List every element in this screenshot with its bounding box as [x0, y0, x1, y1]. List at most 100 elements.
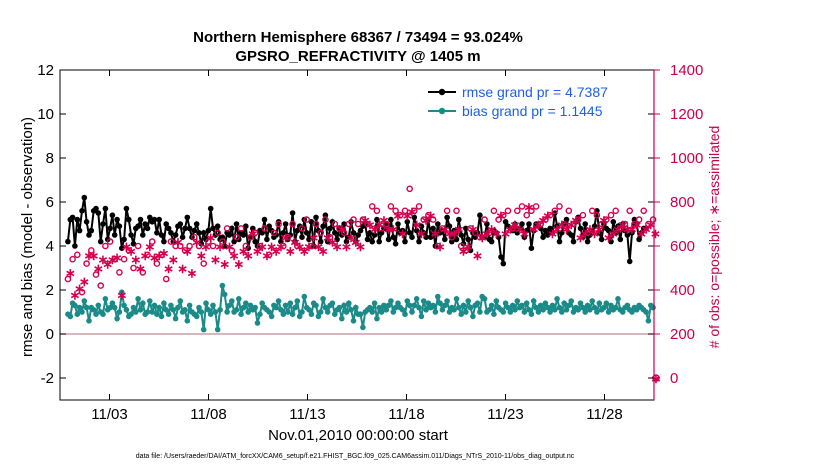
- possible-point: [219, 238, 226, 245]
- data-point: [278, 307, 284, 313]
- possible-point: [78, 288, 86, 296]
- data-point: [430, 225, 436, 232]
- data-point: [296, 313, 303, 320]
- assimilated-point: ∗: [533, 217, 544, 232]
- data-point: [423, 234, 429, 240]
- data-point: [109, 300, 116, 307]
- data-point: [229, 298, 235, 304]
- data-point: [528, 311, 535, 318]
- possible-point: [247, 233, 254, 241]
- data-point: [587, 307, 593, 313]
- data-point: [151, 216, 158, 223]
- possible-point: [382, 220, 390, 228]
- data-point: [577, 225, 584, 232]
- possible-point: [111, 255, 118, 263]
- legend: rmse grand pr = 4.7387 bias grand pr = 1.…: [424, 78, 648, 124]
- series-layer: ∗∗∗∗∗∗∗∗∗∗∗∗∗∗∗∗∗∗∗∗∗∗∗∗∗∗∗∗∗∗∗∗∗∗∗∗∗∗∗∗…: [64, 185, 661, 333]
- y2-tick-label: 1200: [670, 106, 703, 123]
- data-point: [329, 300, 336, 307]
- assimilated-point: ∗: [252, 243, 263, 258]
- data-point: [72, 302, 78, 309]
- data-point: [430, 302, 436, 309]
- data-point: [320, 296, 326, 302]
- data-point: [114, 216, 120, 223]
- data-point: [507, 309, 514, 315]
- assimilated-point: ∗: [158, 246, 169, 261]
- data-point: [491, 311, 497, 318]
- assimilated-point: ∗: [603, 230, 614, 245]
- data-point: [533, 304, 539, 311]
- assimilated-point: ∗: [144, 239, 155, 254]
- data-point: [119, 289, 125, 296]
- possible-point: [336, 225, 343, 232]
- assimilated-point: ∗: [416, 226, 427, 241]
- data-point: [418, 313, 425, 320]
- data-point: [364, 236, 371, 243]
- data-point: [545, 304, 551, 311]
- data-point: [184, 318, 191, 324]
- data-point: [72, 243, 78, 249]
- data-point: [383, 307, 390, 313]
- data-point: [353, 238, 359, 245]
- possible-point: [462, 247, 470, 254]
- data-point: [332, 311, 338, 318]
- data-point: [545, 232, 551, 238]
- data-point: [203, 300, 209, 307]
- data-point: [121, 236, 127, 243]
- possible-point: [181, 247, 189, 254]
- possible-point: [200, 260, 207, 267]
- assimilated-point: ∗: [98, 252, 109, 267]
- assimilated-point: ∗: [187, 265, 198, 280]
- data-point: [374, 315, 380, 322]
- legend-marker: [438, 107, 446, 115]
- data-point: [207, 311, 214, 318]
- assimilated-point: ∗: [510, 217, 521, 232]
- data-point: [294, 298, 301, 304]
- data-point: [411, 302, 418, 309]
- data-point: [409, 309, 415, 315]
- assimilated-point: ∗: [350, 235, 361, 250]
- data-point: [74, 216, 81, 223]
- data-point: [514, 230, 521, 236]
- possible-point: [158, 251, 165, 259]
- data-point: [252, 238, 258, 245]
- possible-point: [102, 242, 109, 250]
- assimilated-point: ∗: [79, 274, 90, 289]
- assimilated-point: ∗: [313, 239, 324, 254]
- data-point: [591, 223, 598, 229]
- data-point: [257, 311, 263, 318]
- assimilated-point: ∗: [191, 235, 202, 250]
- assimilated-point: ∗: [74, 281, 85, 296]
- data-point: [425, 300, 432, 307]
- assimilated-point: ∗: [411, 217, 422, 232]
- possible-point: [504, 207, 512, 215]
- data-point: [570, 309, 577, 315]
- data-point: [217, 307, 223, 313]
- data-point: [582, 309, 588, 315]
- assimilated-point: ∗: [641, 221, 652, 236]
- assimilated-point: ∗: [397, 226, 408, 241]
- data-point: [481, 296, 488, 302]
- data-point: [123, 205, 130, 212]
- possible-point: [640, 207, 648, 215]
- possible-point: [560, 220, 568, 228]
- data-point: [252, 304, 258, 311]
- data-point: [502, 219, 509, 225]
- data-point: [182, 225, 188, 232]
- series-2: [65, 282, 656, 333]
- data-point: [580, 234, 586, 240]
- y2-tick-label: 600: [670, 238, 695, 255]
- data-point: [416, 304, 422, 311]
- x-axis-label: Nov.01,2010 00:00:00 start: [268, 427, 449, 444]
- data-point: [170, 307, 177, 313]
- assimilated-point: ∗: [224, 239, 235, 254]
- data-point: [568, 298, 574, 304]
- assimilated-point: ∗: [107, 252, 118, 267]
- data-point: [535, 309, 542, 315]
- data-point: [186, 225, 193, 232]
- data-point: [65, 238, 71, 245]
- data-point: [322, 212, 329, 218]
- y-tick-label: 0: [46, 326, 54, 343]
- data-point: [320, 223, 326, 229]
- possible-point: [392, 207, 399, 215]
